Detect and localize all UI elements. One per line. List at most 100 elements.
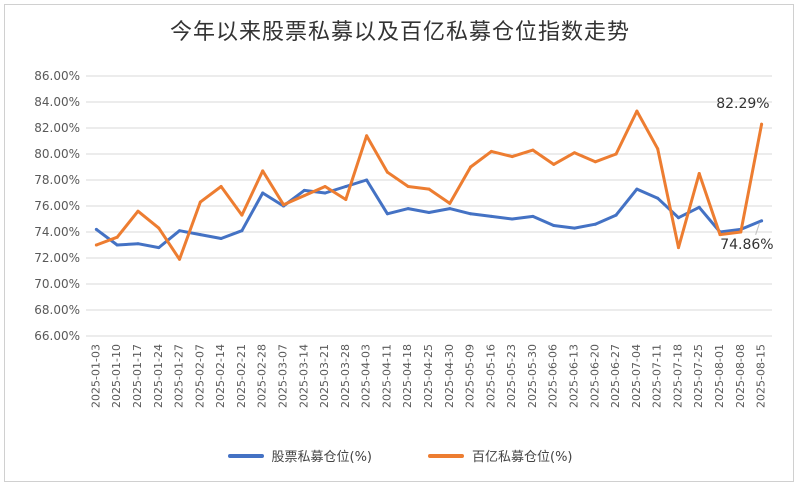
data-point [697,172,701,175]
data-point [385,212,389,216]
data-point [510,155,514,159]
data-point [385,170,389,174]
x-tick-label: 2025-04-11 [380,344,393,408]
legend-item-stock: 股票私募仓位(%) [227,446,372,465]
data-point [656,147,660,151]
data-point [552,162,556,166]
x-tick-label: 2025-05-09 [464,344,477,408]
end-label-leader-stock [755,222,761,235]
x-tick-label: 2025-01-17 [131,344,144,408]
legend-item-tenbillion: 百亿私募仓位(%) [428,446,573,465]
data-point [656,196,660,200]
data-point [323,191,327,195]
data-point [489,214,493,218]
data-point [510,217,514,221]
x-tick-label: 2025-03-07 [276,344,289,408]
x-tick-label: 2025-07-11 [651,344,664,408]
data-point [531,148,535,152]
data-point [573,151,577,155]
data-point [157,226,161,230]
data-point [219,237,223,240]
x-tick-label: 2025-01-03 [89,344,102,408]
x-tick-label: 2025-01-24 [152,344,165,408]
chart-title: 今年以来股票私募以及百亿私募仓位指数走势 [169,20,630,45]
data-point [344,185,348,188]
data-point [676,246,680,250]
data-point [760,219,764,223]
data-point [573,226,577,230]
x-tick-label: 2025-03-21 [318,344,331,408]
data-point [302,188,306,192]
data-point [469,212,473,216]
x-tick-label: 2025-04-03 [360,344,373,408]
x-tick-label: 2025-03-14 [297,344,310,408]
data-point [115,235,119,239]
data-point [94,243,98,247]
data-point [198,233,202,237]
legend-label-tenbillion: 百亿私募仓位(%) [472,450,573,465]
x-tick-label: 2025-08-01 [713,344,726,408]
y-tick-label: 74.00% [34,225,80,239]
data-point [157,246,161,250]
x-tick-label: 2025-01-10 [110,344,123,408]
end-label-tenbillion: 82.29% [716,96,769,112]
data-point [240,229,244,233]
data-point [261,191,265,195]
data-point [552,224,556,227]
legend-swatch-stock [227,453,264,458]
series-line-tenbillion [94,109,764,261]
data-point [198,200,202,204]
x-tick-label: 2025-07-25 [692,344,705,408]
x-tick-label: 2025-07-04 [630,344,643,408]
data-point [94,227,98,231]
data-point [697,205,701,209]
y-tick-label: 68.00% [34,303,80,317]
x-tick-label: 2025-02-07 [193,344,206,408]
chart-legend: 股票私募仓位(%) 百亿私募仓位(%) [0,446,800,465]
data-point [219,185,223,188]
data-point [469,165,473,169]
data-point [365,178,369,182]
data-point [635,109,639,113]
x-tick-label: 2025-02-28 [256,344,269,408]
data-point [323,185,327,188]
data-point [489,149,493,153]
data-point [136,209,140,213]
data-point [302,194,306,198]
legend-swatch-tenbillion [428,453,464,458]
x-tick-label: 2025-04-18 [401,344,414,408]
data-point [448,201,452,205]
end-label-stock: 74.86% [720,237,773,253]
data-point [760,122,764,126]
x-tick-label: 2025-01-27 [173,344,186,408]
x-tick-label: 2025-03-28 [339,344,352,408]
data-point [115,243,119,247]
data-point [406,207,410,211]
data-point [593,222,597,226]
x-tick-label: 2025-04-25 [422,344,435,408]
x-tick-label: 2025-05-23 [505,344,518,408]
data-point [365,134,369,138]
data-point [614,213,618,217]
y-tick-label: 72.00% [34,251,80,265]
data-point [427,187,431,191]
x-tick-label: 2025-06-27 [609,344,622,408]
data-point [718,233,722,237]
data-point [178,229,182,233]
data-point [614,152,618,156]
y-tick-label: 78.00% [34,173,80,187]
data-point [448,207,452,211]
data-point [344,198,348,201]
data-point [136,242,140,246]
data-point [281,203,285,207]
y-tick-label: 82.00% [34,121,80,135]
y-tick-label: 70.00% [34,277,80,291]
data-point [178,257,182,261]
x-tick-label: 2025-06-20 [588,344,601,408]
data-point [406,185,410,188]
x-tick-label: 2025-02-21 [235,344,248,408]
data-point [240,213,244,217]
x-tick-label: 2025-05-16 [484,344,497,408]
y-tick-label: 66.00% [34,329,80,343]
